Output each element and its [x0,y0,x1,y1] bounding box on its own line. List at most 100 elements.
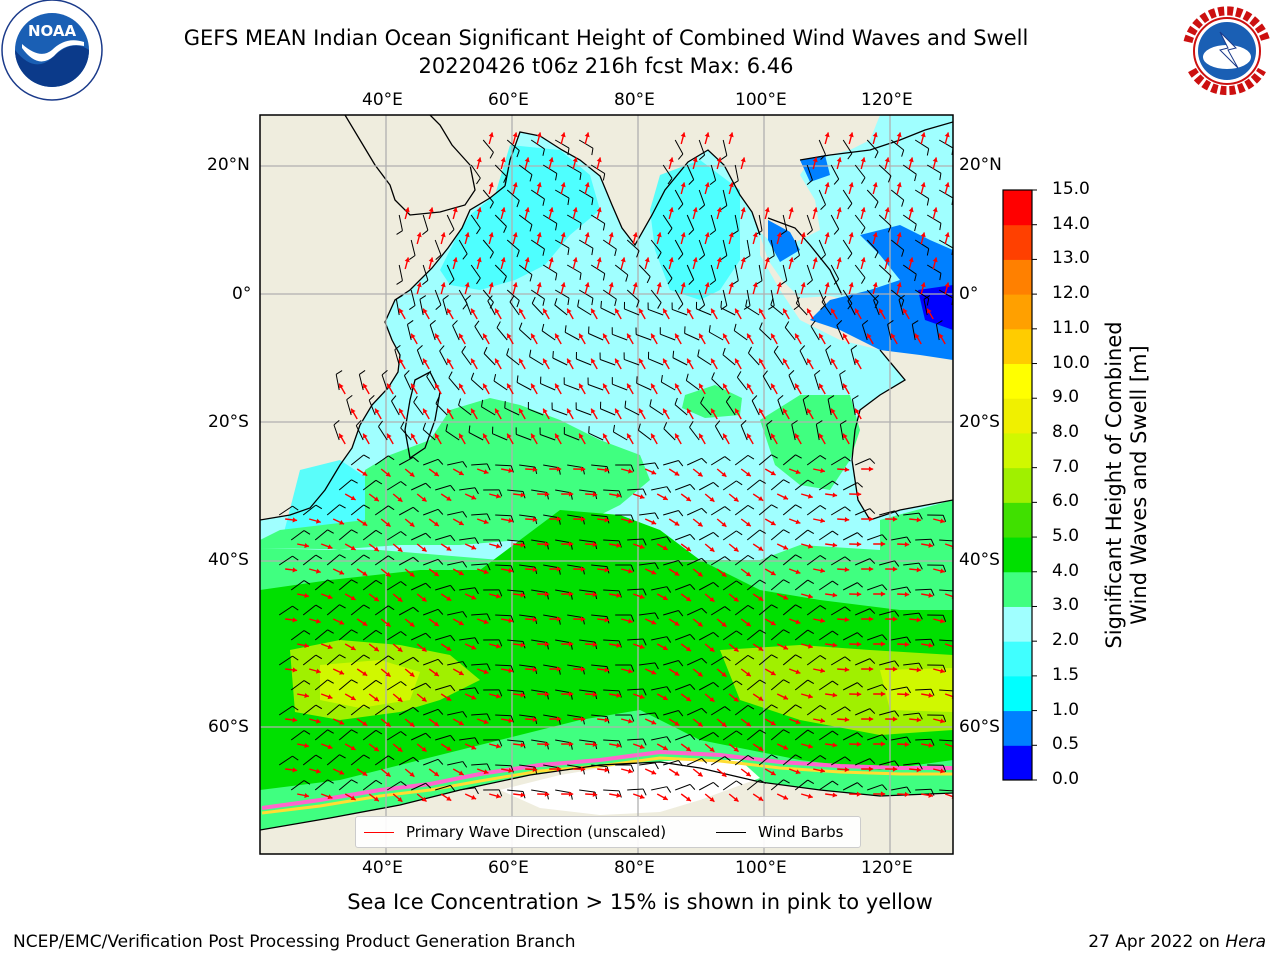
wave-arrow-head [532,616,538,623]
wind-barb-feather [942,515,947,522]
wind-barb [915,538,932,541]
lon-label-top: 60°E [488,90,529,110]
wind-barb [639,512,656,516]
wave-arrow-head [639,358,644,364]
wind-barb-feather [422,229,429,236]
wind-barb-feather [612,424,616,432]
wave-arrow-head [350,795,356,801]
wind-barb [675,583,691,591]
wind-barb [830,264,840,280]
wave-arrow-head [856,791,862,797]
wind-barb-feather [700,396,705,404]
wind-barb [806,164,813,181]
wind-barb-feather [542,198,545,206]
wave-arrow-head [596,207,602,213]
wind-barb-feather [759,629,766,634]
wave-arrow-head [807,593,813,599]
wave-arrow-head [651,769,657,775]
wave-arrow-head [855,308,860,314]
wind-barb [675,533,691,541]
wave-arrow-head [843,433,848,439]
wind-barb-feather [783,779,790,784]
wind-barb-feather [315,604,323,610]
wind-barb-feather [591,148,594,156]
wind-barbs [278,139,953,800]
wind-barb [482,189,494,203]
wind-barb-feather [654,712,659,720]
wind-barb-feather [439,345,445,352]
wave-arrow-head [940,768,945,774]
wind-barb-feather [732,230,739,235]
wind-barb [528,408,544,416]
wave-arrow-head [315,618,321,624]
wind-barb-feather [363,654,370,659]
wave-arrow-head [628,718,633,724]
wind-barb-feather [780,280,788,285]
wave-arrow-head [795,769,801,775]
wave-arrow-head [916,767,922,773]
wave-arrow-head [892,666,898,672]
wave-arrow-head [580,716,586,722]
wave-arrow-head [770,620,776,626]
wave-arrow [944,793,953,798]
noaa-logo: NOAA [0,0,104,104]
wind-barb [531,689,548,694]
wind-barb-feather [736,730,743,736]
wind-barb-feather [303,530,311,535]
wind-barb [649,405,664,416]
wave-arrow-head [568,741,574,747]
wind-barb [806,505,821,516]
wind-barb-feather [887,225,892,233]
wind-barb-feather [388,705,395,711]
wind-barb-feather [630,764,635,772]
wind-barb-feather [795,504,802,509]
colorbar-frame [1002,189,1033,781]
wave-arrow-head [680,282,686,288]
wave-arrow-head [843,333,848,339]
wave-arrow-head [544,791,550,797]
wind-barb [531,589,548,594]
wave-arrow-head [520,492,526,498]
wind-barb [663,428,676,441]
wind-barb-feather [474,687,479,695]
wave-arrow-head [327,544,333,550]
wave-arrow-head [351,408,356,414]
wind-barb-feather [759,529,766,534]
wind-barb-feather [918,612,923,620]
wind-barb [638,429,652,441]
wind-barb [579,739,596,743]
wind-barb [507,739,524,743]
wave-arrow-head [908,207,914,213]
wind-barb-feather [506,348,510,356]
wave-arrow-head [532,466,538,473]
wave-arrow-head [592,491,598,498]
wind-barb [314,529,328,541]
wave-arrow-head [716,257,722,263]
wind-barb-feather [732,180,739,185]
wave-arrow-head [674,721,680,726]
wind-barb-feather [388,455,395,461]
wind-barb-feather [529,274,533,282]
wind-barb [314,779,328,791]
lat-label-left: 20°S [208,412,249,432]
wind-barb-feather [666,786,672,793]
wind-barb-feather [452,320,458,326]
wind-barb-feather [503,226,507,233]
wind-barb [290,780,305,791]
wave-arrow-head [568,541,574,547]
wave-arrow-head [711,308,716,314]
wind-barb-feather [437,508,444,515]
wave-arrow-head [675,333,680,339]
wind-barb [855,608,871,616]
wind-barb-feather [857,532,863,538]
wind-barb-feather [755,230,763,235]
wave-arrow-head [855,358,860,364]
wind-barb-feather [832,680,839,686]
wave-arrow-head [483,469,489,475]
wave-arrow-head [662,645,668,650]
wave-arrow-head [459,383,464,389]
wave-arrow-head [433,521,439,527]
wind-barb [290,630,305,641]
wind-barb-feather [712,582,719,588]
wind-barb [935,324,940,341]
